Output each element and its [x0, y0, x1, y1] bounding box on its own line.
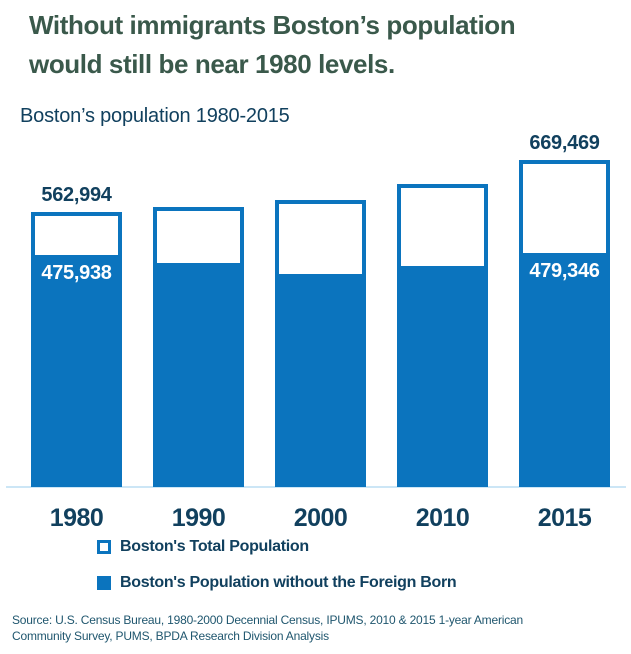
- bar-fill-without-foreign-born-1980: 475,938: [31, 255, 122, 487]
- legend-label-total-population: Boston's Total Population: [120, 538, 309, 555]
- x-axis-label-2010: 2010: [415, 504, 470, 532]
- x-axis-label-2000: 2000: [293, 504, 348, 532]
- hollow-square-swatch-icon: [97, 540, 111, 554]
- bar-2000: [275, 200, 366, 487]
- source-note-line2: Community Survey, PUMS, BPDA Research Di…: [12, 629, 329, 643]
- chart-title: Boston’s population 1980-2015: [20, 105, 290, 127]
- x-axis-label-1980: 1980: [49, 504, 104, 532]
- filled-square-swatch-icon: [97, 576, 111, 590]
- source-note: Source: U.S. Census Bureau, 1980-2000 De…: [12, 612, 612, 644]
- total-population-value-label: 562,994: [41, 184, 112, 206]
- source-note-line1: Source: U.S. Census Bureau, 1980-2000 De…: [12, 613, 523, 627]
- bar-fill-without-foreign-born-2000: [275, 274, 366, 487]
- x-axis-baseline: [6, 486, 626, 488]
- page-title-line1: Without immigrants Boston’s population: [29, 10, 516, 40]
- bar-1990: [153, 207, 244, 487]
- page-title: Without immigrants Boston’s population w…: [29, 6, 614, 84]
- legend-item-without-foreign-born: Boston's Population without the Foreign …: [97, 573, 457, 593]
- bar-fill-without-foreign-born-2010: [397, 266, 488, 487]
- legend-label-without-foreign-born: Boston's Population without the Foreign …: [120, 574, 457, 591]
- bar-2010: [397, 184, 488, 487]
- bar-1980: 475,938: [31, 212, 122, 487]
- legend-item-total-population: Boston's Total Population: [97, 537, 309, 557]
- page-title-line2: would still be near 1980 levels.: [29, 49, 395, 79]
- bar-fill-without-foreign-born-2015: 479,346: [519, 253, 610, 487]
- x-axis-label-2015: 2015: [537, 504, 592, 532]
- without-foreign-born-value-label: 475,938: [41, 262, 112, 284]
- bar-2015: 479,346: [519, 160, 610, 487]
- bar-fill-without-foreign-born-1990: [153, 263, 244, 487]
- total-population-value-label: 669,469: [529, 132, 600, 154]
- x-axis-label-1990: 1990: [171, 504, 226, 532]
- without-foreign-born-value-label: 479,346: [529, 260, 600, 282]
